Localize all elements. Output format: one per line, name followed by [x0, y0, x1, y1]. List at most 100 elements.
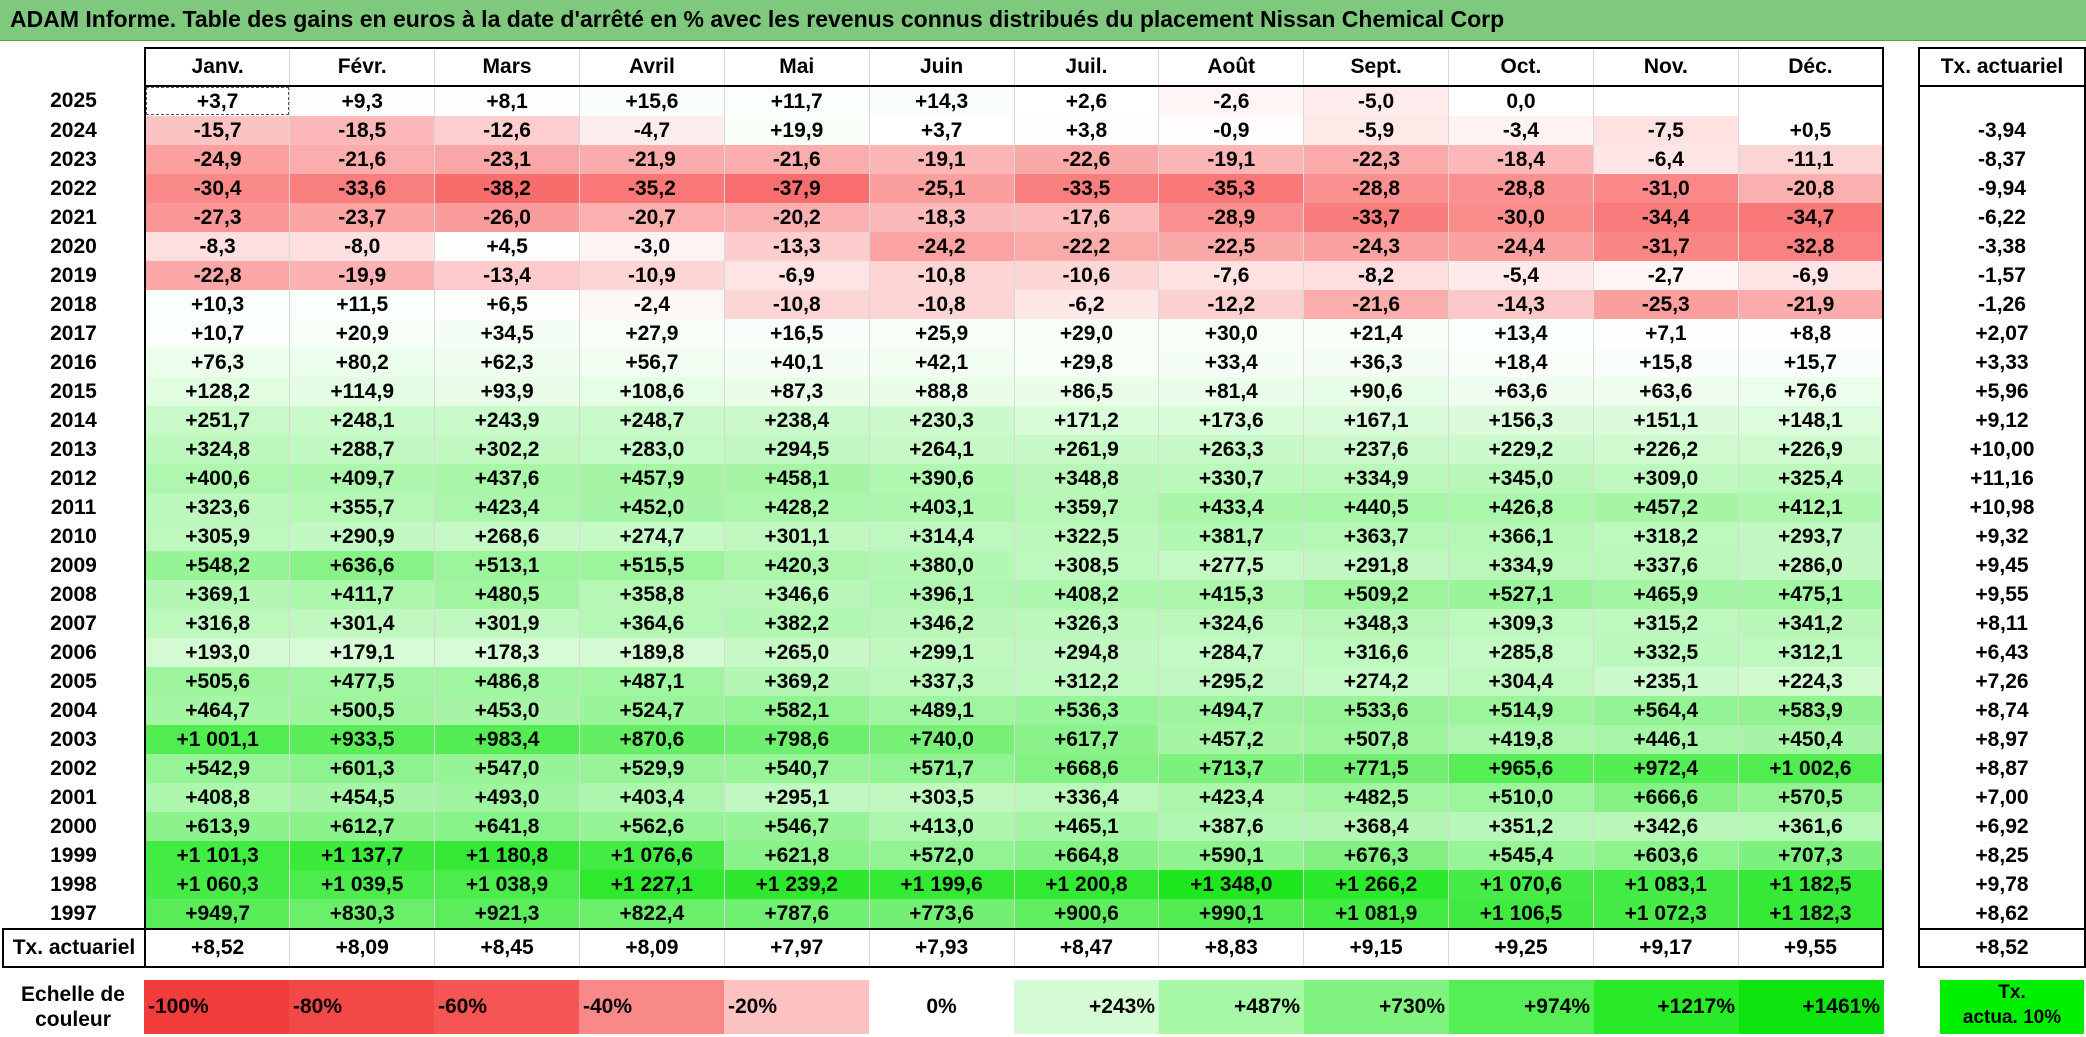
gain-cell: +277,5	[1158, 551, 1305, 580]
gain-cell: +641,8	[434, 812, 580, 841]
gain-cell: +315,2	[1593, 609, 1739, 638]
table-row: 2002 +542,9 +601,3 +547,0 +529,9 +540,7 +571,7…	[3, 754, 2086, 783]
year-label: 1997	[50, 901, 97, 925]
gain-cell: +707,3	[1738, 841, 1885, 870]
gain-cell: +173,6	[1158, 406, 1305, 435]
gain-cell: -35,2	[579, 174, 725, 203]
gain-cell: +346,6	[724, 580, 870, 609]
gain-cell: -2,6	[1158, 86, 1305, 116]
gain-cell: -22,2	[1014, 232, 1160, 261]
gain-cell: -25,1	[869, 174, 1015, 203]
gain-cell: +487,1	[579, 667, 725, 696]
header-month: Mai	[724, 47, 870, 87]
gain-cell: -0,9	[1158, 116, 1305, 145]
spacer	[1883, 551, 1919, 580]
gain-cell: +617,7	[1014, 725, 1160, 754]
gain-cell: +16,5	[724, 319, 870, 348]
footer-rate-cell: +8,09	[579, 928, 725, 968]
gain-cell: +337,3	[869, 667, 1015, 696]
gain-cell: +1 200,8	[1014, 870, 1160, 899]
gain-cell: +949,7	[143, 899, 291, 929]
gain-cell	[1738, 86, 1885, 116]
rate-cell: +8,97	[1917, 725, 2086, 754]
gain-cell: +29,8	[1014, 348, 1160, 377]
gain-cell: -30,0	[1448, 203, 1594, 232]
gain-cell: +546,7	[724, 812, 870, 841]
scale-step: +730%	[1304, 980, 1449, 1034]
gain-cell: +248,7	[579, 406, 725, 435]
gain-cell: +387,6	[1158, 812, 1305, 841]
table-row: 2013 +324,8 +288,7 +302,2 +283,0 +294,5 +264,1…	[3, 435, 2086, 464]
gain-cell: +274,2	[1303, 667, 1450, 696]
gain-cell: -25,3	[1593, 290, 1739, 319]
year-label: 2021	[50, 205, 97, 229]
gain-cell: +636,6	[289, 551, 436, 580]
header-month: Nov.	[1593, 47, 1739, 87]
gain-cell: +19,9	[724, 116, 870, 145]
gain-cell: -5,9	[1303, 116, 1450, 145]
gain-cell: +773,6	[869, 899, 1015, 929]
gain-cell: +326,3	[1014, 609, 1160, 638]
gain-cell: +465,1	[1014, 812, 1160, 841]
gain-cell: -19,9	[289, 261, 436, 290]
spacer	[1883, 261, 1919, 290]
header-month: Janv.	[143, 47, 291, 87]
gain-cell: +666,6	[1593, 783, 1739, 812]
year-label: 2012	[50, 466, 97, 490]
gain-cell: +290,9	[289, 522, 436, 551]
gain-cell: +294,8	[1014, 638, 1160, 667]
gain-cell: -33,5	[1014, 174, 1160, 203]
gain-cell: +1 038,9	[434, 870, 580, 899]
table-row: 1997 +949,7 +830,3 +921,3 +822,4 +787,6 +773,6…	[3, 899, 2086, 929]
year-label: 2000	[50, 814, 97, 838]
table-row: 2018 +10,3 +11,5 +6,5 -2,4 -10,8 -10,8 -6,2 -12,…	[3, 290, 2086, 319]
gain-cell: +15,6	[579, 86, 725, 116]
gain-cell: +412,1	[1738, 493, 1885, 522]
gain-cell: -18,5	[289, 116, 436, 145]
header-month: Déc.	[1738, 47, 1885, 87]
gain-cell: +668,6	[1014, 754, 1160, 783]
scale-step: 0%	[869, 980, 1014, 1034]
gain-cell: +477,5	[289, 667, 436, 696]
year-label: 2001	[50, 785, 97, 809]
gain-cell: +224,3	[1738, 667, 1885, 696]
gain-cell: +513,1	[434, 551, 580, 580]
header-month: Oct.	[1448, 47, 1594, 87]
rate-cell: +9,12	[1917, 406, 2086, 435]
gain-cell: +359,7	[1014, 493, 1160, 522]
gain-cell: +582,1	[724, 696, 870, 725]
rate-cell: +7,00	[1917, 783, 2086, 812]
gain-cell: +363,7	[1303, 522, 1450, 551]
gain-cell: +415,3	[1158, 580, 1305, 609]
spacer	[1883, 638, 1919, 667]
gain-cell: +453,0	[434, 696, 580, 725]
gain-cell: -11,1	[1738, 145, 1885, 174]
gain-cell: +63,6	[1593, 377, 1739, 406]
year-label: 2025	[50, 89, 97, 112]
scale-step: +1461%	[1739, 980, 1884, 1034]
gain-cell: +1 101,3	[143, 841, 291, 870]
gain-cell: +295,1	[724, 783, 870, 812]
gain-cell: +798,6	[724, 725, 870, 754]
scale-step: +1217%	[1594, 980, 1739, 1034]
gain-cell: +128,2	[143, 377, 291, 406]
gain-cell: +465,9	[1593, 580, 1739, 609]
gain-cell: +148,1	[1738, 406, 1885, 435]
footer-rate-cell: +8,45	[434, 928, 580, 968]
year-label: 2003	[50, 727, 97, 751]
gain-cell: +505,6	[143, 667, 291, 696]
header-row: Janv. Févr. Mars Avril Mai Juin Juil. Août Sept.…	[3, 47, 2086, 87]
gain-cell: +494,7	[1158, 696, 1305, 725]
gain-cell: +420,3	[724, 551, 870, 580]
table-row: 2009 +548,2 +636,6 +513,1 +515,5 +420,3 +380,0…	[3, 551, 2086, 580]
year-label: 2005	[50, 669, 97, 693]
rate-cell: +8,25	[1917, 841, 2086, 870]
gain-cell: -5,4	[1448, 261, 1594, 290]
footer-rate-cell: +7,93	[869, 928, 1015, 968]
gain-cell: +787,6	[724, 899, 870, 929]
rate-cell: +8,11	[1917, 609, 2086, 638]
gain-cell: +613,9	[143, 812, 291, 841]
gain-cell: -28,9	[1158, 203, 1305, 232]
table-row: 2022 -30,4 -33,6 -38,2 -35,2 -37,9 -25,1 -33,5-…	[3, 174, 2086, 203]
gain-cell: -2,7	[1593, 261, 1739, 290]
